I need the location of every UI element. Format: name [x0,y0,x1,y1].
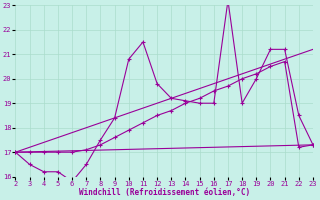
X-axis label: Windchill (Refroidissement éolien,°C): Windchill (Refroidissement éolien,°C) [79,188,250,197]
